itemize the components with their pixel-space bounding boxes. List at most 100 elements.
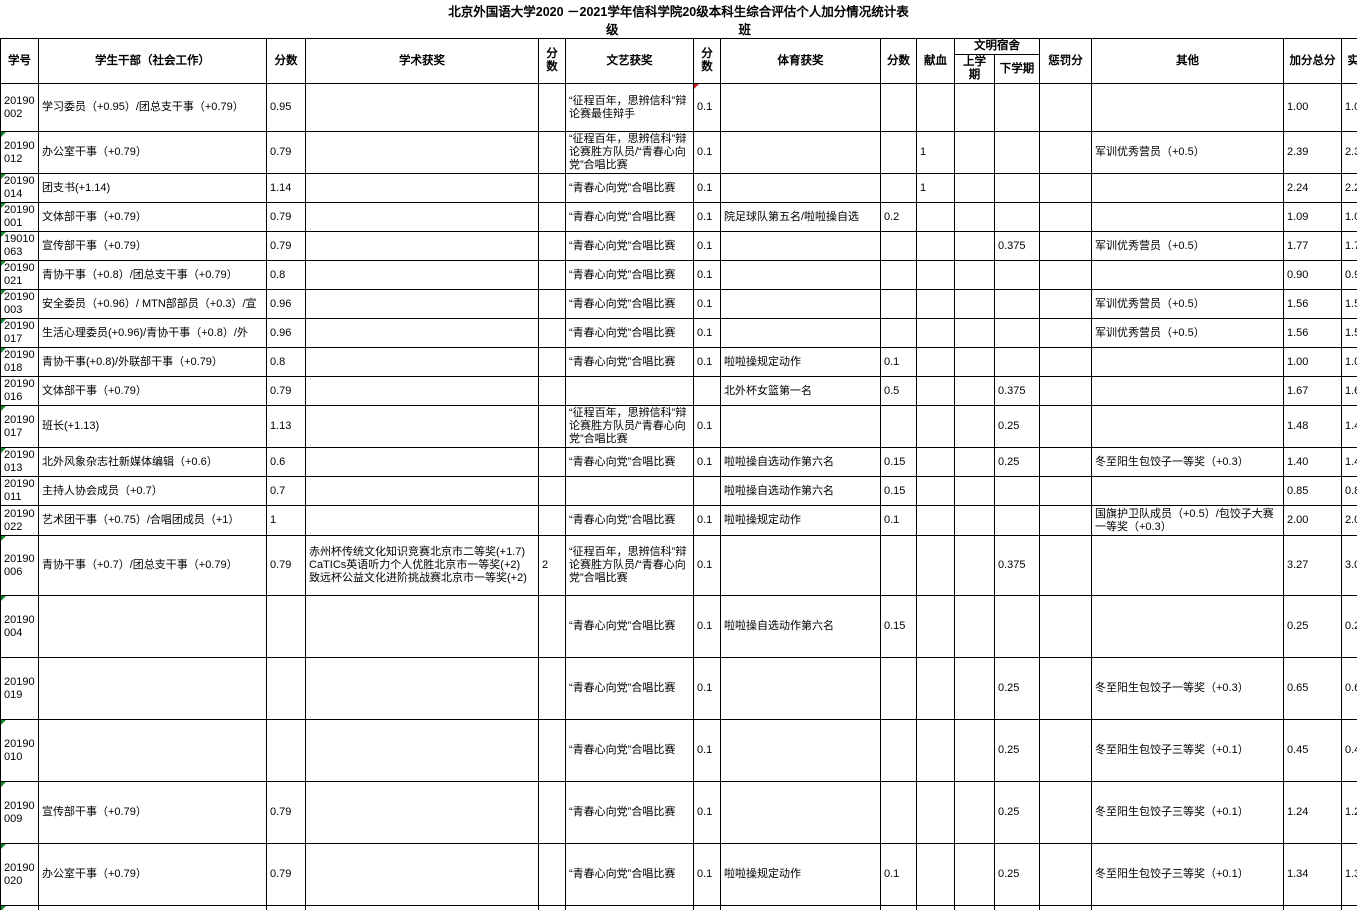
cell-cadre[interactable]: 主持人协会成员（+0.7） <box>38 476 267 506</box>
cell-cadre-score[interactable] <box>266 719 306 782</box>
cell-sports[interactable] <box>720 260 881 290</box>
cell-sports[interactable] <box>720 405 881 448</box>
cell-cadre-score[interactable]: 0.95 <box>266 83 306 132</box>
cell-arts-score[interactable]: 0.1 <box>693 202 721 232</box>
cell-other[interactable] <box>1091 83 1284 132</box>
cell-total[interactable]: 0.65 <box>1283 657 1342 720</box>
cell-actual[interactable]: 1.48 <box>1341 405 1357 448</box>
cell-other[interactable] <box>1091 347 1284 377</box>
cell-sports[interactable]: 啦啦操规定动作 <box>720 505 881 536</box>
cell-student-id[interactable]: 20190010 <box>0 719 39 782</box>
table-row[interactable]: 20190009 宣传部干事（+0.79） 0.79 “青春心向党”合唱比赛 0.1 0.… <box>0 781 1357 844</box>
cell-dorm-term2[interactable]: 0.25 <box>994 719 1040 782</box>
cell-cadre-score[interactable]: 0.8 <box>266 347 306 377</box>
cell-academic-score[interactable] <box>538 376 566 406</box>
cell-cadre-score[interactable]: 0.79 <box>266 131 306 174</box>
cell-sports-score[interactable]: 0.1 <box>880 505 917 536</box>
cell-academic[interactable] <box>305 202 539 232</box>
cell-dorm-term2[interactable] <box>994 202 1040 232</box>
cell-dorm-term1[interactable] <box>954 318 995 348</box>
cell-arts-score[interactable]: 0.1 <box>693 231 721 261</box>
cell-other[interactable]: 冬至阳生包饺子三等奖（+0.1） <box>1091 843 1284 906</box>
cell-cadre[interactable]: 生活心理委员(+0.96)/青协干事（+0.8）/外 <box>38 318 267 348</box>
cell-arts[interactable]: “征程百年，思辨信科”辩论赛胜方队员/“青春心向党”合唱比赛 <box>565 535 694 596</box>
cell-sports-score[interactable] <box>880 318 917 348</box>
cell-total[interactable]: 0.25 <box>1283 595 1342 658</box>
cell-actual[interactable]: 2.39 <box>1341 131 1357 174</box>
cell-dorm-term1[interactable] <box>954 905 995 910</box>
cell-arts-score[interactable]: 0.1 <box>693 657 721 720</box>
cell-cadre-score[interactable]: 1.14 <box>266 173 306 203</box>
cell-student-id[interactable]: 20190017 <box>0 318 39 348</box>
cell-academic-score[interactable] <box>538 173 566 203</box>
cell-penalty[interactable] <box>1039 447 1092 477</box>
table-row[interactable]: 20190020 办公室干事（+0.79） 0.79 “青春心向党”合唱比赛 0.1 啦啦… <box>0 843 1357 906</box>
cell-arts[interactable]: “青春心向党”合唱比赛 <box>565 843 694 906</box>
cell-actual[interactable]: 1.00 <box>1341 83 1357 132</box>
cell-arts-score[interactable]: 0.1 <box>693 595 721 658</box>
cell-sports[interactable]: 啦啦操规定动作 <box>720 843 881 906</box>
cell-arts-score[interactable]: 0.1 <box>693 83 721 132</box>
table-row[interactable]: 20190004 “青春心向党”合唱比赛 0.1 啦啦操自选动作第六名 0.15 0.25… <box>0 595 1357 658</box>
cell-dorm-term1[interactable] <box>954 657 995 720</box>
cell-arts-score[interactable] <box>693 905 721 910</box>
cell-blood[interactable] <box>916 476 955 506</box>
cell-sports-score[interactable]: 0.15 <box>880 447 917 477</box>
cell-dorm-term1[interactable] <box>954 719 995 782</box>
table-row[interactable]: 20190003 安全委员（+0.96）/ MTN部部员（+0.3）/宣 0.96 “… <box>0 289 1357 319</box>
cell-blood[interactable] <box>916 405 955 448</box>
cell-sports-score[interactable] <box>880 260 917 290</box>
table-row[interactable]: 20190014 团支书(+1.14) 1.14 “青春心向党”合唱比赛 0.1 1 2.2… <box>0 173 1357 203</box>
cell-cadre-score[interactable] <box>266 595 306 658</box>
cell-sports[interactable]: 啦啦操自选动作第六名 <box>720 476 881 506</box>
cell-arts[interactable]: “征程百年，思辨信科”辩论赛胜方队员/“青春心向党”合唱比赛 <box>565 131 694 174</box>
cell-other[interactable] <box>1091 476 1284 506</box>
cell-total[interactable]: 0.45 <box>1283 719 1342 782</box>
cell-arts[interactable]: “青春心向党”合唱比赛 <box>565 447 694 477</box>
cell-total[interactable]: 1.24 <box>1283 781 1342 844</box>
cell-dorm-term2[interactable]: 0.375 <box>994 231 1040 261</box>
cell-other[interactable] <box>1091 376 1284 406</box>
cell-dorm-term1[interactable] <box>954 131 995 174</box>
cell-academic[interactable] <box>305 173 539 203</box>
cell-sports[interactable] <box>720 173 881 203</box>
cell-sports-score[interactable]: 0.5 <box>880 376 917 406</box>
cell-penalty[interactable] <box>1039 535 1092 596</box>
cell-sports[interactable]: 啦啦操规定动作 <box>720 905 881 910</box>
cell-cadre-score[interactable]: 1.13 <box>266 405 306 448</box>
cell-cadre[interactable]: 团支书(+1.14) <box>38 173 267 203</box>
cell-sports[interactable] <box>720 719 881 782</box>
cell-cadre-score[interactable]: 0.79 <box>266 535 306 596</box>
cell-sports-score[interactable]: 0.1 <box>880 347 917 377</box>
cell-dorm-term2[interactable] <box>994 131 1040 174</box>
cell-other[interactable] <box>1091 202 1284 232</box>
cell-cadre[interactable]: 艺术团干事（+0.75）/合唱团成员（+1） <box>38 505 267 536</box>
cell-other[interactable]: 冬至阳生包饺子一等奖（+0.3） <box>1091 447 1284 477</box>
cell-academic-score[interactable] <box>538 260 566 290</box>
cell-student-id[interactable]: 20190013 <box>0 447 39 477</box>
cell-actual[interactable]: 1.09 <box>1341 202 1357 232</box>
cell-other[interactable] <box>1091 260 1284 290</box>
cell-sports[interactable] <box>720 318 881 348</box>
cell-dorm-term1[interactable] <box>954 83 995 132</box>
cell-blood[interactable] <box>916 657 955 720</box>
cell-total[interactable]: 2.39 <box>1283 131 1342 174</box>
cell-sports[interactable] <box>720 83 881 132</box>
cell-cadre-score[interactable]: 0.7 <box>266 476 306 506</box>
cell-cadre[interactable]: 学习委员（+0.95）/团总支干事（+0.79） <box>38 83 267 132</box>
cell-student-id[interactable]: 19010063 <box>0 231 39 261</box>
cell-total[interactable]: 1.09 <box>1283 202 1342 232</box>
cell-sports-score[interactable] <box>880 231 917 261</box>
cell-penalty[interactable] <box>1039 202 1092 232</box>
cell-actual[interactable]: 0.85 <box>1341 476 1357 506</box>
cell-other[interactable]: 国旗护卫队成员（+0.5）/包饺子大赛一等奖（+0.3） <box>1091 505 1284 536</box>
cell-blood[interactable] <box>916 260 955 290</box>
cell-arts[interactable]: “青春心向党”合唱比赛 <box>565 595 694 658</box>
cell-cadre[interactable] <box>38 595 267 658</box>
cell-academic[interactable] <box>305 505 539 536</box>
cell-penalty[interactable] <box>1039 405 1092 448</box>
cell-academic[interactable] <box>305 131 539 174</box>
cell-blood[interactable] <box>916 905 955 910</box>
cell-arts-score[interactable]: 0.1 <box>693 405 721 448</box>
cell-academic-score[interactable] <box>538 318 566 348</box>
